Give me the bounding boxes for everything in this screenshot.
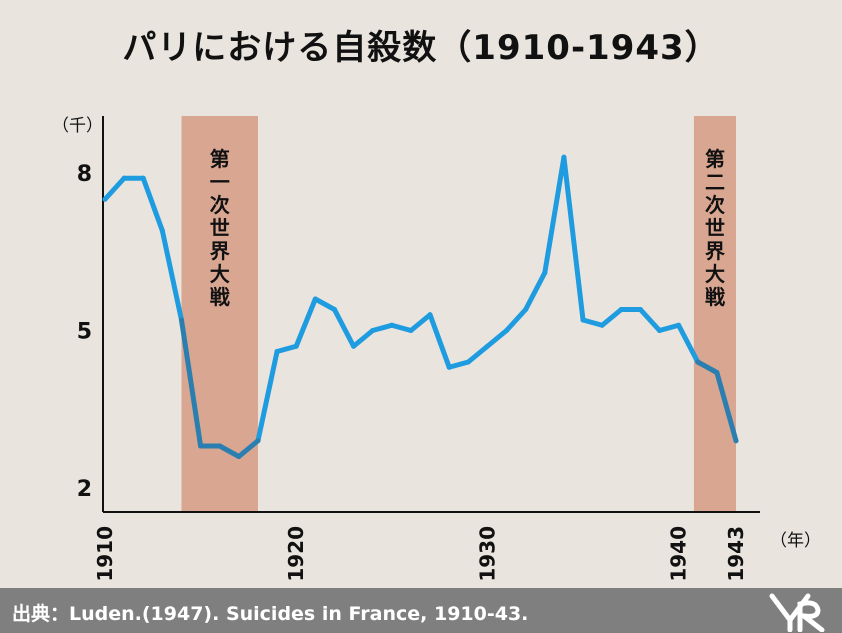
data-point [159, 228, 165, 234]
line-segment [446, 359, 471, 370]
y-tick-label: 2 [77, 477, 92, 502]
data-point [102, 196, 108, 202]
line-segment [484, 328, 510, 349]
line-segment [102, 175, 127, 202]
line-segment [637, 307, 663, 333]
x-tick-label: 1910 [93, 526, 117, 582]
data-point [657, 328, 663, 333]
line-segment [504, 307, 529, 333]
line-segment [580, 317, 605, 328]
data-point [637, 307, 643, 312]
line-segment [427, 312, 452, 370]
war-band-label-2: 第二次世界大戦 [705, 147, 725, 309]
line-segment [599, 307, 624, 328]
chart-title: パリにおける自殺数（1910-1943） [122, 28, 720, 68]
data-point [523, 307, 529, 312]
series-line [102, 154, 739, 459]
y-tick-label: 5 [77, 320, 92, 345]
line-segment [274, 343, 299, 354]
line-segment [657, 322, 682, 333]
data-point [599, 322, 605, 328]
line-segment [695, 359, 720, 375]
source-citation: 出典：Luden.(1947). Suicides in France, 191… [12, 603, 529, 625]
line-segment [255, 349, 280, 444]
line-segment [217, 443, 242, 459]
x-axis-label: （年） [770, 531, 821, 551]
line-segment [293, 296, 318, 349]
data-point [140, 175, 146, 181]
x-tick-label: 1943 [724, 526, 748, 582]
data-point [217, 443, 223, 449]
line-segment [561, 154, 586, 323]
line-chart: 第一次世界大戦 第二次世界大戦 8 5 2 （千） 1910 1920 1930 1940 194… [52, 116, 821, 582]
data-point [198, 443, 204, 449]
data-point [484, 343, 490, 349]
data-point [389, 322, 395, 328]
chart-labels: 8 5 2 （千） 1910 1920 1930 1940 1943 （年） [52, 116, 821, 582]
line-segment [140, 175, 165, 234]
x-tick-label: 1930 [475, 526, 499, 582]
x-tick-label: 1920 [284, 526, 308, 582]
data-point [370, 328, 376, 333]
line-segment [676, 322, 701, 365]
y-axis-label: （千） [52, 116, 103, 136]
line-segment [408, 312, 433, 333]
chart-axes [102, 116, 760, 513]
data-point [408, 328, 414, 333]
line-segment [178, 317, 204, 449]
line-segment [542, 154, 567, 276]
line-segment [714, 370, 739, 444]
data-point [255, 438, 261, 444]
line-segment [465, 343, 490, 365]
data-point [274, 349, 280, 354]
data-point [580, 317, 586, 323]
line-segment [351, 328, 376, 349]
y-tick-label: 8 [77, 162, 92, 187]
war-band-label-1: 第一次世界大戦 [210, 147, 230, 309]
data-point [351, 343, 357, 349]
data-point [733, 438, 739, 444]
data-point [236, 454, 242, 459]
war-bands: 第一次世界大戦 第二次世界大戦 [181, 116, 736, 512]
data-point [293, 343, 299, 349]
line-segment [389, 322, 414, 333]
data-point [695, 359, 701, 365]
publisher-logo-icon [769, 593, 825, 632]
data-point [427, 312, 433, 318]
data-point [504, 328, 510, 333]
data-point [714, 370, 720, 375]
data-point [465, 359, 471, 365]
line-segment [159, 228, 184, 323]
line-segment [370, 322, 395, 333]
data-point [542, 270, 548, 276]
data-point [178, 317, 184, 323]
data-point [676, 322, 682, 328]
line-segment [331, 307, 357, 349]
data-point [561, 154, 567, 160]
data-point [618, 307, 624, 312]
data-point [121, 175, 127, 181]
line-segment [236, 438, 261, 459]
line-segment [523, 270, 548, 312]
data-point [331, 307, 337, 312]
data-point [446, 364, 452, 370]
line-segment [312, 296, 337, 312]
data-point [312, 296, 318, 302]
footer-bar: 出典：Luden.(1947). Suicides in France, 191… [0, 588, 842, 633]
war-band-2 [693, 116, 736, 512]
x-tick-label: 1940 [667, 526, 691, 582]
